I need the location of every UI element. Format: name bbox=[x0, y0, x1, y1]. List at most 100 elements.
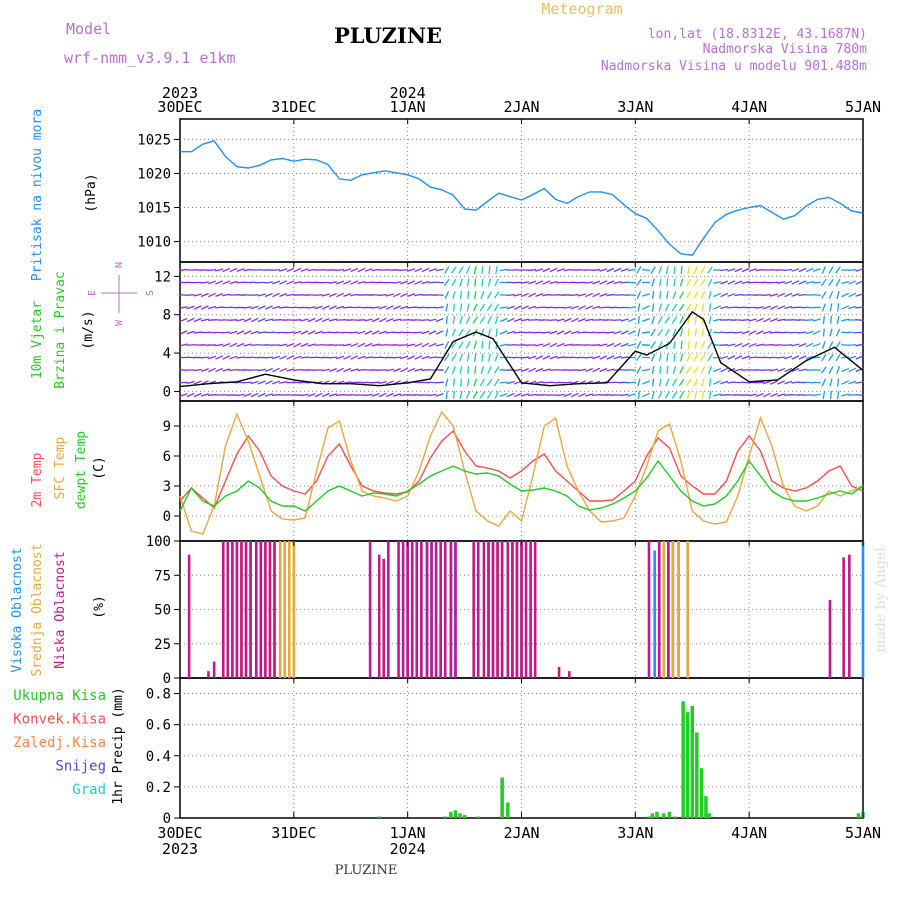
wind-arrow bbox=[735, 281, 742, 284]
wind-arrow bbox=[208, 332, 216, 333]
wind-arrow bbox=[535, 307, 543, 308]
wind-arrow bbox=[621, 394, 629, 395]
wind-arrow bbox=[642, 332, 650, 333]
wind-arrow bbox=[372, 394, 380, 397]
wind-arrow bbox=[550, 320, 558, 321]
wind-arrow bbox=[543, 356, 550, 359]
wind-arrow bbox=[550, 331, 558, 333]
wind-arrow bbox=[785, 381, 793, 384]
footer-station: PLUZINE bbox=[335, 863, 398, 878]
wind-arrow bbox=[251, 331, 259, 333]
wind-arrow bbox=[792, 356, 799, 359]
wind-arrow bbox=[806, 320, 814, 321]
wind-arrow bbox=[550, 356, 558, 359]
wind-arrow bbox=[350, 369, 358, 371]
wind-arrow bbox=[475, 279, 476, 287]
wind-arrow bbox=[838, 304, 839, 312]
wind-arrow bbox=[855, 382, 863, 383]
wind-arrow bbox=[785, 293, 792, 296]
wind-arrow bbox=[343, 344, 351, 346]
sfc-ylabel: SFC Temp bbox=[53, 437, 68, 500]
compass-s: S bbox=[145, 290, 156, 296]
wind-arrow bbox=[742, 331, 750, 334]
wind-arrow bbox=[215, 294, 222, 297]
wind-arrow bbox=[777, 394, 785, 396]
wind-arrow bbox=[749, 295, 757, 296]
wind-arrow bbox=[237, 331, 244, 334]
pressure-ytick-label: 1020 bbox=[137, 166, 171, 182]
wind-arrow bbox=[784, 270, 792, 271]
cloud-bar bbox=[658, 541, 661, 678]
wind-arrow bbox=[258, 319, 265, 322]
wind-arrow bbox=[799, 344, 806, 347]
wind-arrow bbox=[400, 293, 407, 296]
wind-arrow bbox=[557, 394, 565, 395]
wind-arrow bbox=[322, 393, 329, 396]
wind-arrow bbox=[628, 318, 635, 321]
wind-arrow bbox=[507, 306, 515, 309]
cloud-bar bbox=[188, 555, 191, 678]
wind-arrow bbox=[702, 379, 704, 387]
wind-arrow bbox=[223, 356, 230, 359]
pressure-ytick-label: 1015 bbox=[137, 201, 171, 217]
wind-arrow bbox=[422, 331, 430, 333]
wind-arrow bbox=[272, 270, 280, 271]
wind-arrow bbox=[592, 281, 600, 284]
wind-arrow bbox=[365, 319, 373, 321]
wind-arrow bbox=[784, 356, 792, 358]
wind-arrow bbox=[237, 357, 245, 358]
wind-arrow bbox=[606, 332, 614, 333]
wind-arrow bbox=[714, 381, 721, 384]
wind-arrow bbox=[301, 331, 308, 334]
wind-arrow bbox=[386, 381, 393, 384]
wind-arrow bbox=[628, 370, 636, 371]
cloud-bar bbox=[677, 541, 680, 678]
cloud-ytick-label: 50 bbox=[154, 603, 171, 619]
wind-arrow bbox=[251, 357, 259, 358]
wind-arrow bbox=[251, 306, 259, 308]
wind-arrow bbox=[799, 281, 806, 284]
cloud-bar bbox=[492, 541, 495, 678]
wind-arrow bbox=[799, 268, 806, 271]
wind-arrow bbox=[258, 306, 265, 309]
cloud-bar bbox=[430, 541, 433, 678]
wind-arrow bbox=[621, 344, 628, 347]
wind-arrow bbox=[194, 369, 202, 370]
wind-arrow bbox=[756, 344, 764, 346]
wind-arrow bbox=[393, 319, 401, 321]
wind-arrow bbox=[599, 269, 607, 271]
wind-arrow bbox=[681, 354, 683, 362]
wind-arrow bbox=[415, 356, 422, 359]
wind-arrow bbox=[842, 381, 849, 384]
precip-legend-item: Snijeg bbox=[55, 759, 106, 775]
wind-arrow bbox=[721, 281, 728, 284]
wind-arrow bbox=[386, 345, 394, 346]
cloud-bar bbox=[472, 541, 475, 678]
precip-bar bbox=[691, 706, 695, 818]
wind-arrow bbox=[487, 379, 492, 386]
wind-arrow bbox=[279, 356, 286, 359]
wind-arrow bbox=[258, 294, 266, 296]
wind-arrow bbox=[536, 294, 544, 297]
wind-arrow bbox=[550, 268, 557, 271]
wind-arrow bbox=[445, 367, 449, 374]
wind-arrow bbox=[400, 368, 407, 371]
wind-arrow bbox=[459, 342, 464, 349]
wind-arrow bbox=[806, 382, 814, 383]
wind-arrow bbox=[791, 382, 799, 383]
wind-arrow bbox=[543, 281, 550, 284]
wind-arrow bbox=[229, 307, 237, 308]
wind-arrow bbox=[482, 279, 483, 287]
cloud-bar bbox=[382, 559, 385, 678]
wind-arrow bbox=[813, 344, 820, 347]
cloud-bar bbox=[269, 541, 272, 678]
wind-arrow bbox=[607, 344, 614, 347]
cloud-bar bbox=[507, 541, 510, 678]
cloud-bar bbox=[249, 541, 252, 678]
top-year-label: 2024 bbox=[390, 84, 426, 102]
wind-arrow bbox=[666, 266, 668, 274]
wind-arrow bbox=[201, 369, 209, 372]
cloud-bar bbox=[245, 541, 248, 678]
wind-arrow bbox=[557, 357, 565, 358]
wind-arrow bbox=[272, 381, 280, 384]
